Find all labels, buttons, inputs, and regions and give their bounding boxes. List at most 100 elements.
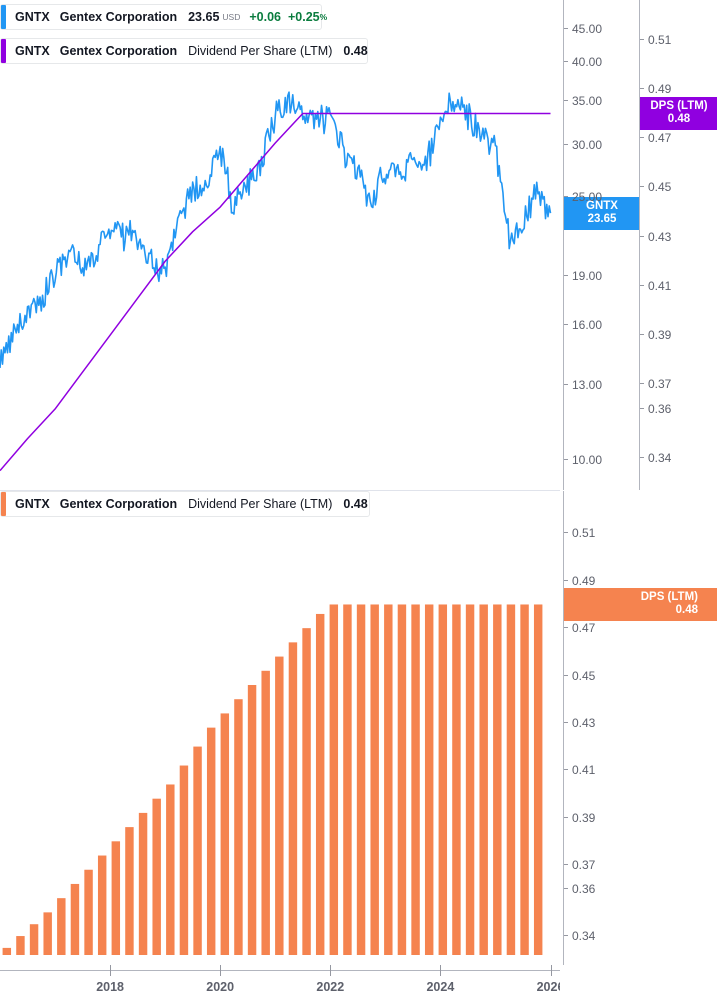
dps-bar[interactable]: [384, 604, 393, 955]
dps-bar[interactable]: [424, 604, 434, 955]
dps-bar[interactable]: [261, 670, 270, 955]
dps-bar[interactable]: [533, 604, 543, 955]
dps-bar[interactable]: [411, 604, 420, 955]
dps-bar[interactable]: [125, 827, 134, 955]
price-scale-tick-label: 40.00: [572, 55, 603, 70]
price-scale-dps-top[interactable]: DPS (LTM) 0.48 0.51 0.49 0.47 0.45 0.43 0.41 0…: [639, 0, 717, 490]
dps-scale-top-tick-label: 0.47: [648, 131, 672, 146]
dps-badge-top-label: DPS (LTM): [650, 100, 708, 113]
dps-bar[interactable]: [288, 642, 298, 955]
dps-badge-bottom: DPS (LTM) 0.48: [564, 588, 717, 622]
price-chart-svg: [0, 91, 552, 472]
dps-bar[interactable]: [29, 924, 39, 955]
dps-scale-top-tick-mark: [640, 186, 644, 188]
dps-scale-top-tick-label: 0.45: [648, 180, 672, 195]
price-scale-tick-mark: [564, 61, 568, 63]
dps-bar[interactable]: [220, 713, 230, 955]
pane-divider: [0, 490, 560, 491]
dps-scale-top-tick-mark: [640, 38, 644, 40]
dps-bar[interactable]: [193, 746, 202, 955]
dps-bar[interactable]: [111, 841, 121, 955]
dps-badge-top: DPS (LTM) 0.48: [640, 97, 717, 131]
dps-scale-bottom-tick-label: 0.45: [572, 668, 596, 683]
legend-currency: USD: [222, 12, 241, 22]
dps-scale-bottom-tick-mark: [564, 864, 568, 865]
dps-bar-chart-svg: [2, 604, 543, 955]
dps-scale-top-tick-label: 0.36: [648, 402, 672, 416]
dps-bar[interactable]: [370, 604, 379, 955]
dps-bar[interactable]: [438, 604, 448, 955]
legend-color-swatch-price: [1, 5, 6, 29]
dps-overlay-line: [0, 112, 551, 472]
dps-bar[interactable]: [275, 656, 284, 955]
x-axis-label: 2026: [536, 980, 560, 994]
legend-color-swatch-dps-bottom: [1, 492, 6, 516]
price-scale-tick-mark: [564, 275, 568, 276]
dps-bar[interactable]: [520, 604, 529, 955]
price-chart-pane[interactable]: [0, 0, 560, 490]
dps-bar[interactable]: [479, 604, 488, 955]
dps-bar[interactable]: [206, 727, 216, 955]
price-badge-value: 23.65: [587, 213, 617, 226]
price-scale-tick-label: 25.00: [572, 190, 603, 205]
legend-company-name: Gentex Corporation: [59, 10, 178, 24]
dps-bar[interactable]: [166, 784, 175, 955]
dps-scale-bottom-tick-mark: [564, 769, 568, 771]
dps-bar[interactable]: [302, 628, 311, 955]
dps-scale-bottom-tick-label: 0.49: [572, 573, 596, 588]
dps-bar[interactable]: [356, 604, 366, 955]
dps-bar[interactable]: [452, 604, 461, 955]
dps-scale-bottom-tick-mark: [564, 935, 568, 937]
dps-badge-bottom-value: 0.48: [675, 604, 698, 617]
dps-bar[interactable]: [493, 604, 502, 955]
price-scale-dps-bottom[interactable]: DPS (LTM) 0.48 0.51 0.49 0.47 0.45 0.43 0.41 0…: [563, 491, 717, 965]
legend-last-price: 23.65: [188, 10, 220, 24]
legend-dps-top-value: 0.48: [343, 44, 368, 58]
dps-scale-bottom-tick-label: 0.43: [572, 715, 596, 730]
dps-bar[interactable]: [70, 883, 80, 955]
dps-scale-top-tick-mark: [640, 457, 644, 459]
dps-bar[interactable]: [2, 947, 12, 955]
dps-scale-top-tick-mark: [640, 137, 644, 139]
legend-dps-bar[interactable]: GNTX Gentex Corporation Dividend Per Sha…: [0, 491, 370, 517]
dps-bar[interactable]: [343, 604, 352, 955]
dps-bar[interactable]: [138, 812, 148, 955]
dps-bar[interactable]: [84, 869, 93, 955]
legend-dps-top-metric: Dividend Per Share (LTM): [188, 44, 333, 58]
legend-dps-bottom-metric: Dividend Per Share (LTM): [188, 497, 333, 511]
dps-bar[interactable]: [16, 936, 25, 955]
dps-scale-bottom-tick-label: 0.41: [572, 763, 596, 778]
dps-bar[interactable]: [152, 798, 161, 955]
legend-change-pct: +0.25: [287, 10, 320, 24]
dps-bar[interactable]: [315, 613, 325, 955]
legend-dps-top-company: Gentex Corporation: [59, 44, 178, 58]
x-axis-tick: [220, 965, 222, 976]
dps-bar[interactable]: [234, 699, 243, 955]
dps-bar[interactable]: [397, 604, 407, 955]
dps-bar[interactable]: [57, 898, 66, 955]
dps-bar-chart-pane[interactable]: [0, 491, 560, 965]
dps-bar[interactable]: [43, 912, 52, 955]
legend-dps-overlay[interactable]: GNTX Gentex Corporation Dividend Per Sha…: [0, 38, 368, 64]
legend-dps-bottom-company: Gentex Corporation: [59, 497, 178, 511]
dps-scale-top-tick-mark: [640, 235, 644, 237]
dps-bar[interactable]: [506, 604, 516, 955]
x-axis-tick: [110, 965, 112, 976]
dps-scale-top-tick-label: 0.34: [648, 451, 672, 466]
dps-bar[interactable]: [97, 855, 107, 955]
price-scale-gntx[interactable]: GNTX 23.65 45.00 40.00 35.00 30.00 25.00 19.0…: [563, 0, 639, 490]
dps-bar[interactable]: [179, 765, 189, 955]
x-axis-tick: [330, 965, 332, 976]
legend-gntx-price[interactable]: GNTX Gentex Corporation 23.65 USD +0.06 …: [0, 4, 327, 30]
dps-bar[interactable]: [465, 604, 475, 955]
x-axis-label: 2022: [316, 980, 345, 994]
price-scale-tick-mark: [564, 27, 568, 29]
dps-scale-bottom-tick-label: 0.47: [572, 621, 596, 636]
x-axis[interactable]: 2018 2020 2022 2024 2026: [0, 965, 560, 1005]
dps-scale-top-tick-label: 0.43: [648, 229, 672, 244]
x-axis-label: 2020: [206, 980, 235, 994]
dps-scale-bottom-tick-mark: [564, 579, 568, 581]
dps-bar[interactable]: [329, 604, 339, 955]
dps-bar[interactable]: [247, 685, 257, 955]
